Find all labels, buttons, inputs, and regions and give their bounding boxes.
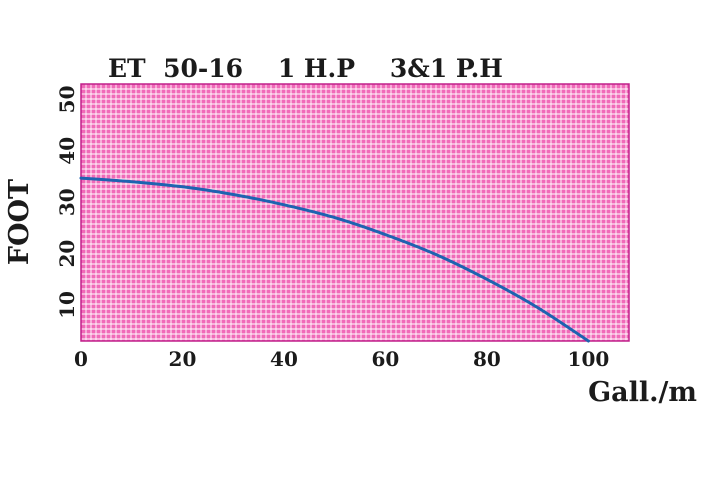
grid-lines xyxy=(81,84,629,341)
y-tick-label: 10 xyxy=(55,291,79,319)
series-line xyxy=(79,176,590,343)
plot-border xyxy=(80,83,630,342)
x-axis-ticks: 0 20 40 60 80 100 xyxy=(74,347,609,371)
x-tick-label: 40 xyxy=(270,347,298,371)
x-tick-label: 80 xyxy=(473,347,501,371)
y-axis-label: FOOT xyxy=(4,179,35,265)
x-axis-label: Gall./m xyxy=(588,377,697,408)
x-tick-label: 60 xyxy=(372,347,400,371)
y-axis-ticks: 10 20 30 40 50 xyxy=(55,85,79,318)
chart-title: ET 50-16 1 H.P 3&1 P.H xyxy=(108,54,503,83)
y-tick-label: 20 xyxy=(55,240,79,268)
plot-area xyxy=(81,84,629,341)
x-tick-label: 20 xyxy=(169,347,197,371)
y-tick-label: 40 xyxy=(55,137,79,165)
x-tick-label: 100 xyxy=(568,347,610,371)
x-tick-label: 0 xyxy=(74,347,88,371)
y-tick-label: 50 xyxy=(55,85,79,113)
y-tick-label: 30 xyxy=(55,188,79,216)
